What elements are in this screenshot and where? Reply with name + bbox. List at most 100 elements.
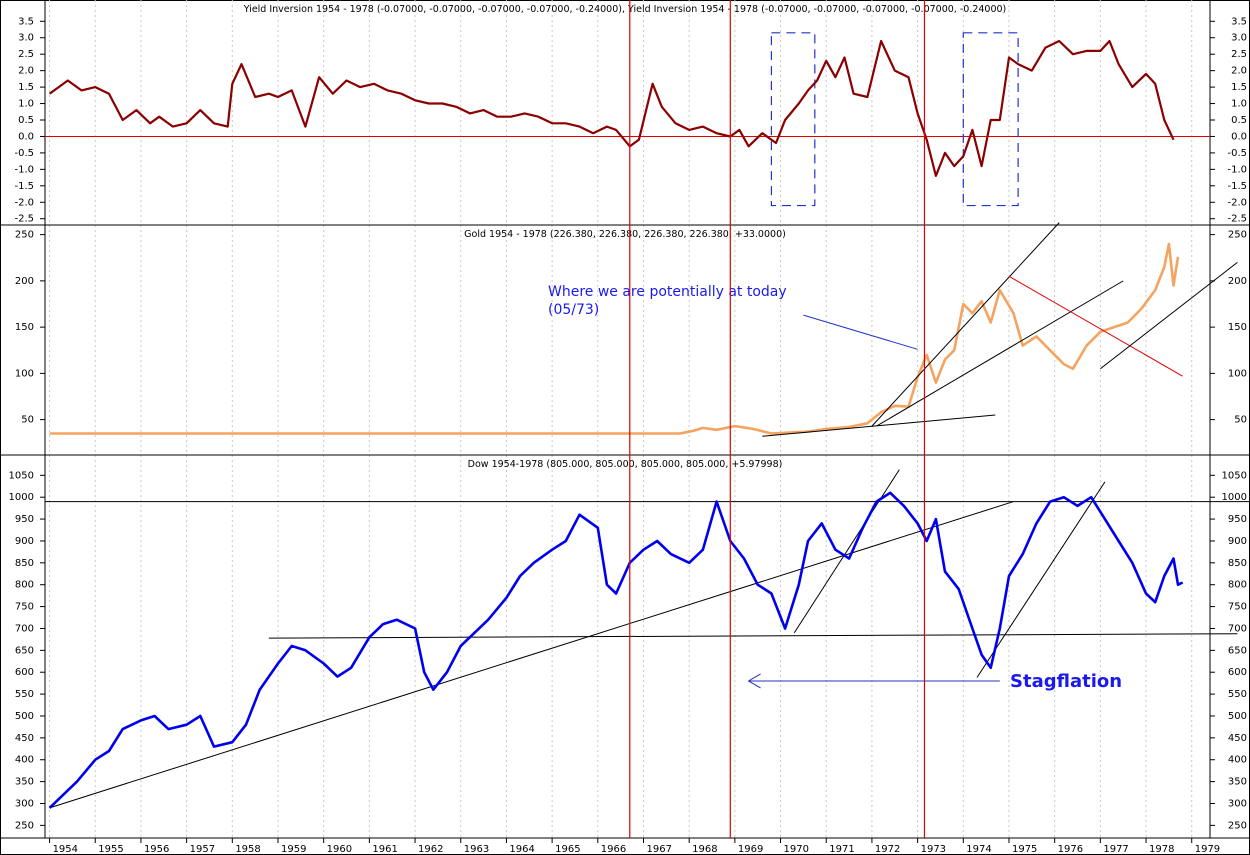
- x-tick-label: 1956: [144, 844, 169, 855]
- x-tick-label: 1969: [738, 844, 763, 855]
- y-tick-label-right: -1.5: [1227, 181, 1247, 192]
- highlight-box: [962, 32, 1019, 207]
- y-tick-label-left: 500: [15, 711, 34, 722]
- y-tick-label-left: -1.0: [14, 164, 34, 175]
- y-tick-label-right: 700: [1228, 623, 1247, 634]
- x-tick-label: 1966: [601, 844, 626, 855]
- x-tick-label: 1978: [1149, 844, 1174, 855]
- y-tick-label-right: 950: [1228, 514, 1247, 525]
- x-tick-label: 1957: [190, 844, 215, 855]
- y-tick-label-left: 1.5: [18, 82, 34, 93]
- trendline: [1008, 275, 1183, 377]
- y-tick-label-left: -0.5: [14, 148, 34, 159]
- y-tick-label-right: 1050: [1222, 470, 1247, 481]
- y-tick-label-right: 650: [1228, 645, 1247, 656]
- y-tick-label-right: 1000: [1222, 492, 1247, 503]
- y-tick-label-right: 150: [1228, 322, 1247, 333]
- trendline: [762, 414, 996, 437]
- y-tick-label-right: 2.5: [1231, 49, 1247, 60]
- y-tick-label-left: 150: [15, 322, 34, 333]
- y-tick-label-left: 800: [15, 580, 34, 591]
- x-tick-label: 1961: [372, 844, 397, 855]
- y-tick-label-right: 300: [1228, 798, 1247, 809]
- y-tick-label-right: 0.5: [1231, 115, 1247, 126]
- y-tick-label-left: 250: [15, 230, 34, 241]
- y-tick-label-left: 50: [21, 415, 34, 426]
- y-tick-label-right: 800: [1228, 580, 1247, 591]
- x-tick-label: 1971: [829, 844, 854, 855]
- y-tick-label-right: 3.0: [1231, 33, 1247, 44]
- x-tick-label: 1959: [281, 844, 306, 855]
- trendline: [871, 222, 1060, 427]
- x-tick-label: 1976: [1058, 844, 1083, 855]
- y-tick-label-right: 750: [1228, 602, 1247, 613]
- x-tick-label: 1955: [98, 844, 123, 855]
- y-tick-label-left: 750: [15, 602, 34, 613]
- y-tick-label-left: 650: [15, 645, 34, 656]
- y-tick-label-left: 1050: [9, 470, 34, 481]
- x-tick-label: 1958: [235, 844, 260, 855]
- y-tick-label-left: -2.0: [14, 197, 34, 208]
- y-tick-label-right: 1.0: [1231, 99, 1247, 110]
- y-tick-label-left: 450: [15, 733, 34, 744]
- y-tick-label-right: -2.5: [1227, 214, 1247, 225]
- y-tick-label-left: 300: [15, 798, 34, 809]
- y-tick-label-left: 600: [15, 667, 34, 678]
- y-tick-label-left: 250: [15, 820, 34, 831]
- y-tick-label-right: 250: [1228, 820, 1247, 831]
- y-tick-label-right: 850: [1228, 558, 1247, 569]
- x-tick-label: 1973: [921, 844, 946, 855]
- trendline: [793, 469, 900, 634]
- panel-title: Yield Inversion 1954 - 1978 (-0.07000, -…: [243, 4, 1007, 15]
- y-tick-label-left: 200: [15, 276, 34, 287]
- x-tick-label: 1968: [692, 844, 717, 855]
- trendline: [1100, 261, 1238, 370]
- x-tick-label: 1974: [966, 844, 991, 855]
- x-tick-label: 1954: [53, 844, 78, 855]
- y-tick-label-left: 2.5: [18, 49, 34, 60]
- trendline: [876, 280, 1124, 427]
- x-tick-label: 1963: [464, 844, 489, 855]
- annotation-text: Where we are potentially at today: [548, 284, 787, 300]
- x-tick-label: 1962: [418, 844, 443, 855]
- y-tick-label-left: 850: [15, 558, 34, 569]
- y-tick-label-right: 3.5: [1231, 16, 1247, 27]
- x-tick-label: 1972: [875, 844, 900, 855]
- y-tick-label-left: 400: [15, 755, 34, 766]
- y-tick-label-left: 3.5: [18, 16, 34, 27]
- x-tick-label: 1975: [1012, 844, 1037, 855]
- x-tick-label: 1967: [646, 844, 671, 855]
- y-tick-label-right: 550: [1228, 689, 1247, 700]
- y-tick-label-right: -2.0: [1227, 197, 1247, 208]
- y-tick-label-left: 700: [15, 623, 34, 634]
- y-tick-label-left: 3.0: [18, 33, 34, 44]
- panel-title: Dow 1954-1978 (805.000, 805.000, 805.000…: [468, 459, 783, 470]
- annotation-text: (05/73): [548, 302, 599, 318]
- trendline: [49, 501, 1014, 809]
- x-tick-label: 1970: [784, 844, 809, 855]
- y-tick-label-right: 400: [1228, 755, 1247, 766]
- y-tick-label-right: 250: [1228, 230, 1247, 241]
- y-tick-label-right: 100: [1228, 368, 1247, 379]
- highlight-box: [770, 32, 816, 207]
- x-tick-label: 1979: [1195, 844, 1220, 855]
- x-tick-label: 1965: [555, 844, 580, 855]
- y-tick-label-left: 100: [15, 368, 34, 379]
- gold-price-line: [49, 242, 1180, 435]
- y-tick-label-right: 200: [1228, 276, 1247, 287]
- trendline: [268, 633, 1238, 639]
- y-tick-label-left: 350: [15, 777, 34, 788]
- y-tick-label-right: -1.0: [1227, 164, 1247, 175]
- y-tick-label-right: 50: [1234, 415, 1247, 426]
- x-tick-label: 1964: [509, 844, 534, 855]
- dow-line: [48, 491, 1184, 809]
- y-tick-label-right: 900: [1228, 536, 1247, 547]
- y-tick-label-right: 1.5: [1231, 82, 1247, 93]
- y-tick-label-right: 0.0: [1231, 131, 1247, 142]
- y-tick-label-left: 950: [15, 514, 34, 525]
- arrow-head: [747, 673, 761, 689]
- yield-inversion-line: [48, 39, 1175, 177]
- y-tick-label-left: 0.5: [18, 115, 34, 126]
